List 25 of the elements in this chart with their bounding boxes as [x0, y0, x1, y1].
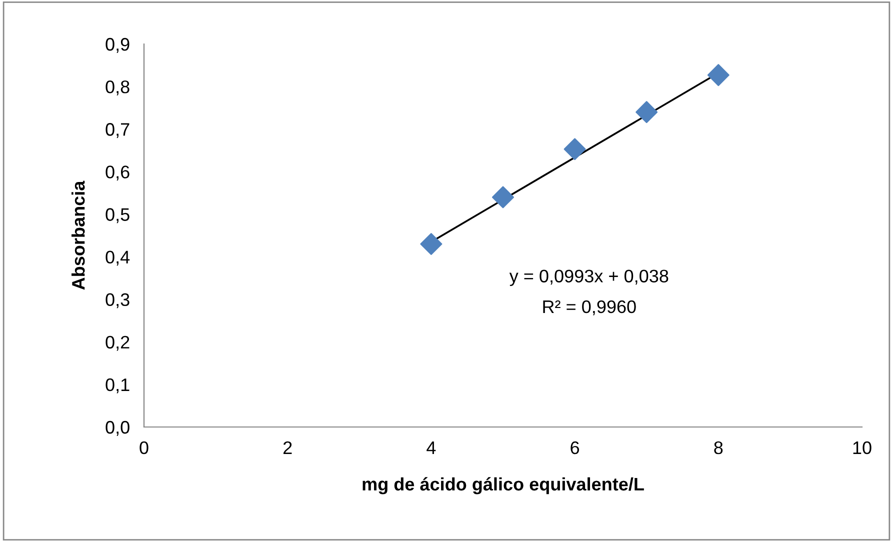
- y-tick-label: 0,1: [106, 378, 130, 394]
- y-tick-label: 0,3: [106, 293, 130, 308]
- point: [564, 138, 586, 160]
- y-tick-label: 0,9: [106, 38, 130, 53]
- x-tick-label: 4: [426, 442, 436, 454]
- x-tick-label: 8: [714, 441, 723, 454]
- point: [420, 233, 442, 256]
- x-tick-label: 10: [853, 441, 872, 454]
- x-tick-label: 0: [140, 441, 148, 454]
- x-tick-label: 6: [570, 441, 580, 454]
- y-tick-label: 0,4: [106, 250, 130, 266]
- y-tick-label: 0,6: [106, 166, 130, 181]
- y-tick-label: 0,5: [106, 208, 130, 224]
- y-tick-label: 0,0: [106, 420, 130, 436]
- y-tick-label: 0,8: [106, 80, 130, 96]
- annotation: y = 0,0993x + 0,038: [509, 270, 668, 286]
- y-tick-label: 0,2: [106, 336, 130, 351]
- x-tick-label: 2: [283, 441, 292, 454]
- annotation: R² = 0,9960: [543, 300, 636, 316]
- point: [492, 186, 514, 208]
- point: [636, 101, 658, 124]
- y-axis-title: Absorbancia: [72, 180, 85, 290]
- x-axis-title: mg de ácido gálico equivalente/L: [362, 477, 644, 494]
- y-tick-label: 0,7: [106, 123, 130, 138]
- point: [707, 64, 730, 86]
